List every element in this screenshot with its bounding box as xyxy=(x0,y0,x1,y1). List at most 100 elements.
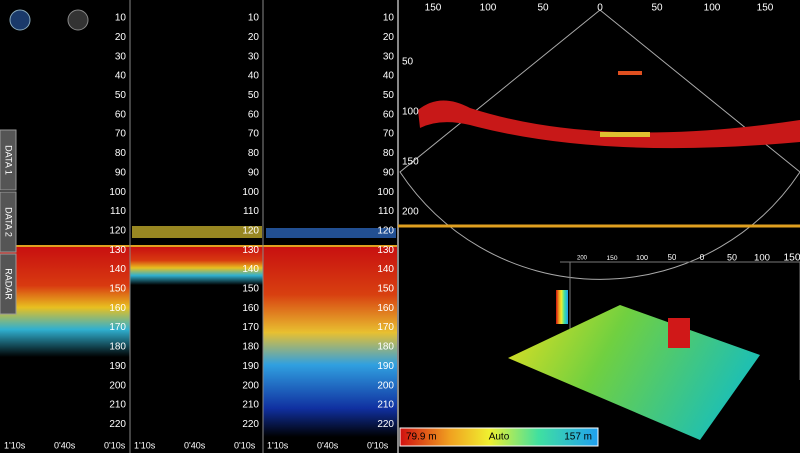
sonar-scale-label: 100 xyxy=(480,3,497,14)
depth-label: 110 xyxy=(243,206,259,217)
depth-label: 220 xyxy=(109,419,126,430)
depth-label: 210 xyxy=(377,400,394,411)
depth-label: 220 xyxy=(377,419,394,430)
depth-label: 30 xyxy=(248,51,260,62)
depth-label: 90 xyxy=(115,167,127,178)
side-tab[interactable] xyxy=(0,191,17,253)
sonar-echo xyxy=(418,100,800,149)
depth-label: 200 xyxy=(377,380,394,391)
depth-label: 60 xyxy=(115,109,127,120)
depth-label: 10 xyxy=(115,13,127,24)
depth-label: 50 xyxy=(248,90,260,101)
depth-label: 110 xyxy=(110,206,126,217)
depth-label: 160 xyxy=(377,303,394,314)
depth-label: 170 xyxy=(109,322,126,333)
depth-label: 190 xyxy=(377,361,394,372)
depth-label: 210 xyxy=(109,400,126,411)
depth-label: 150 xyxy=(242,284,259,295)
depth-label: 120 xyxy=(109,225,126,236)
depth-label: 140 xyxy=(242,264,259,275)
depth-label: 110 xyxy=(378,206,394,217)
depth-label: 70 xyxy=(248,129,260,140)
time-label: 1'10s xyxy=(134,440,156,450)
depth-label: 10 xyxy=(248,13,260,24)
sonar-range-label: 200 xyxy=(402,207,419,218)
sonar-scale-label: 150 xyxy=(757,3,774,14)
depth-label: 60 xyxy=(383,109,395,120)
depth-label: 30 xyxy=(383,51,395,62)
depth-legend xyxy=(556,290,568,324)
side-tab-label: RADAR xyxy=(4,268,14,300)
depth-label: 100 xyxy=(377,187,394,198)
depth-label: 220 xyxy=(242,419,259,430)
echo-band xyxy=(266,228,396,238)
depth-label: 40 xyxy=(115,71,127,82)
depth-label: 100 xyxy=(242,187,259,198)
sonar-target xyxy=(618,71,642,75)
depth-label: 60 xyxy=(248,109,260,120)
time-label: 0'40s xyxy=(54,440,76,450)
depth-label: 150 xyxy=(109,284,126,295)
color-bar xyxy=(399,427,599,447)
depth-label: 120 xyxy=(377,225,394,236)
depth-label: 20 xyxy=(248,32,260,43)
time-label: 1'10s xyxy=(267,440,289,450)
depth-label: 20 xyxy=(115,32,127,43)
sonar-range-label: 50 xyxy=(402,57,414,68)
sonar-echo xyxy=(600,132,650,137)
side-tab[interactable] xyxy=(0,253,17,315)
sonar-range-label: 100 xyxy=(402,107,419,118)
depth-label: 100 xyxy=(109,187,126,198)
depth-label: 10 xyxy=(383,13,395,24)
depth-label: 140 xyxy=(109,264,126,275)
depth-label: 170 xyxy=(242,322,259,333)
depth-label: 130 xyxy=(109,245,126,256)
depth-label: 40 xyxy=(248,71,260,82)
grid-3d xyxy=(560,261,800,380)
echo-band xyxy=(132,226,262,238)
depth-label: 200 xyxy=(242,380,259,391)
scale-3d-label: 0 xyxy=(700,252,705,262)
sonar-range-label: 150 xyxy=(402,157,419,168)
depth-label: 80 xyxy=(115,148,127,159)
side-tab-label: DATA 1 xyxy=(4,145,14,175)
time-label: 1'10s xyxy=(4,440,26,450)
depth-label: 190 xyxy=(242,361,259,372)
scale-3d-label: 50 xyxy=(668,253,677,262)
depth-label: 180 xyxy=(242,342,259,353)
sonar-scale-label: 100 xyxy=(704,3,721,14)
depth-label: 40 xyxy=(383,71,395,82)
depth-label: 90 xyxy=(248,167,260,178)
color-mode[interactable]: Auto xyxy=(489,432,510,443)
depth-label: 160 xyxy=(242,303,259,314)
depth-label: 180 xyxy=(109,342,126,353)
sonar-scale-label: 50 xyxy=(651,3,663,14)
side-tab[interactable] xyxy=(0,129,17,191)
time-label: 0'10s xyxy=(104,440,126,450)
depth-label: 200 xyxy=(109,380,126,391)
depth-label: 50 xyxy=(115,90,127,101)
echo-band xyxy=(0,247,130,357)
depth-label: 70 xyxy=(115,129,127,140)
scale-3d-label: 150 xyxy=(606,255,617,262)
scale-3d-label: 100 xyxy=(754,253,770,264)
back-button[interactable] xyxy=(9,9,31,31)
depth-label: 80 xyxy=(383,148,395,159)
forward-button[interactable] xyxy=(67,9,89,31)
sonar-scale-label: 0 xyxy=(597,3,603,14)
depth-label: 90 xyxy=(383,167,395,178)
seabed-surface xyxy=(508,305,760,440)
time-label: 0'10s xyxy=(234,440,256,450)
sonar-sector xyxy=(399,9,800,280)
color-max: 157 m xyxy=(564,432,592,443)
scale-3d-label: 50 xyxy=(727,252,737,262)
depth-label: 130 xyxy=(242,245,259,256)
depth-label: 150 xyxy=(377,284,394,295)
depth-label: 80 xyxy=(248,148,260,159)
depth-label: 70 xyxy=(383,129,395,140)
time-label: 0'10s xyxy=(367,440,389,450)
depth-label: 210 xyxy=(242,400,259,411)
echo-band xyxy=(130,247,263,285)
